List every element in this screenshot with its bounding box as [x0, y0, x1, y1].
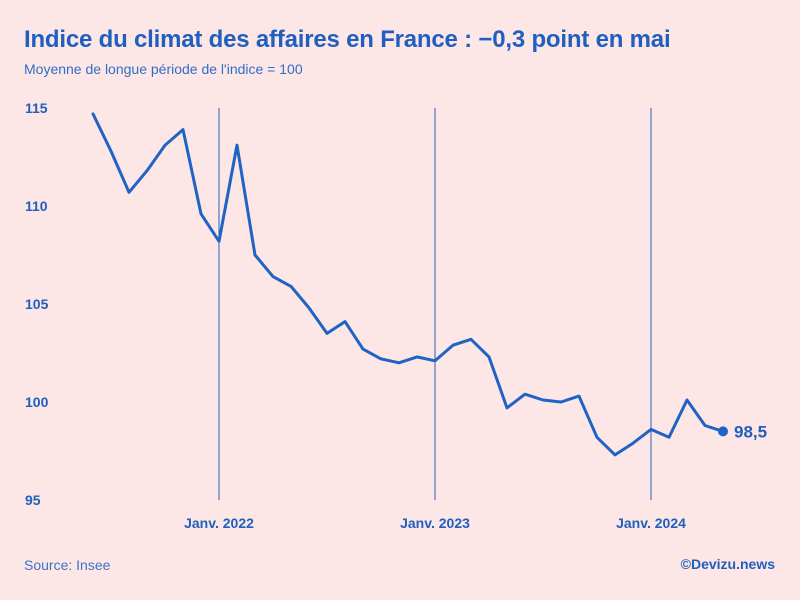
y-tick-label: 95 [25, 492, 41, 508]
end-point-marker [718, 426, 728, 437]
chart-subtitle: Moyenne de longue période de l'indice = … [24, 61, 303, 77]
y-tick-label: 115 [25, 100, 48, 116]
x-tick-label: Janv. 2024 [616, 515, 686, 531]
series-line [91, 112, 725, 457]
data-points [93, 114, 723, 455]
chart-title: Indice du climat des affaires en France … [24, 26, 671, 53]
x-axis-labels: Janv. 2022 Janv. 2023 Janv. 2024 [184, 515, 686, 531]
y-tick-label: 110 [25, 198, 48, 214]
x-tick-label: Janv. 2023 [400, 515, 470, 531]
source-note: Source: Insee [24, 557, 111, 573]
x-tick-label: Janv. 2022 [184, 515, 254, 531]
y-axis-labels: 115 110 105 100 95 [25, 100, 49, 508]
y-tick-label: 100 [25, 394, 49, 410]
credit-link[interactable]: ©Devizu.news [680, 556, 775, 572]
end-value-label: 98,5 [734, 422, 767, 441]
y-tick-label: 105 [25, 296, 49, 312]
gridlines [218, 108, 652, 500]
